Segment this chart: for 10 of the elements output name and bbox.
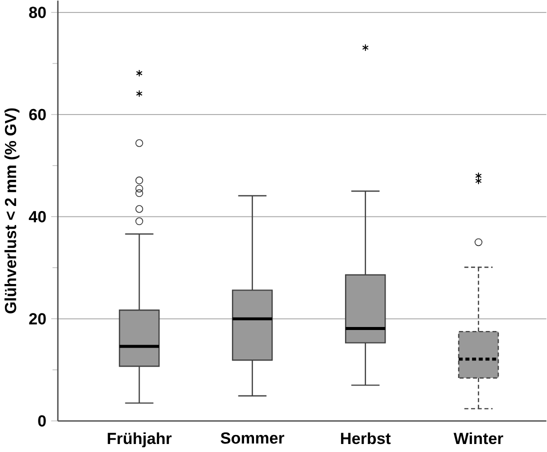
y-tick-label: 0 [38, 415, 46, 427]
x-tick-label: Herbst [341, 432, 391, 444]
x-tick-label: Winter [454, 432, 504, 444]
y-tick-label: 60 [29, 108, 46, 120]
x-tick-label: Frühjahr [108, 432, 172, 448]
x-tick-label: Sommer [220, 432, 284, 444]
y-axis-title: Glühverlust < 2 mm (% GV) [4, 108, 20, 314]
y-tick-label: 40 [28, 211, 46, 222]
y-tick-label: 80 [29, 6, 46, 18]
y-tick-label: 20 [29, 313, 46, 325]
